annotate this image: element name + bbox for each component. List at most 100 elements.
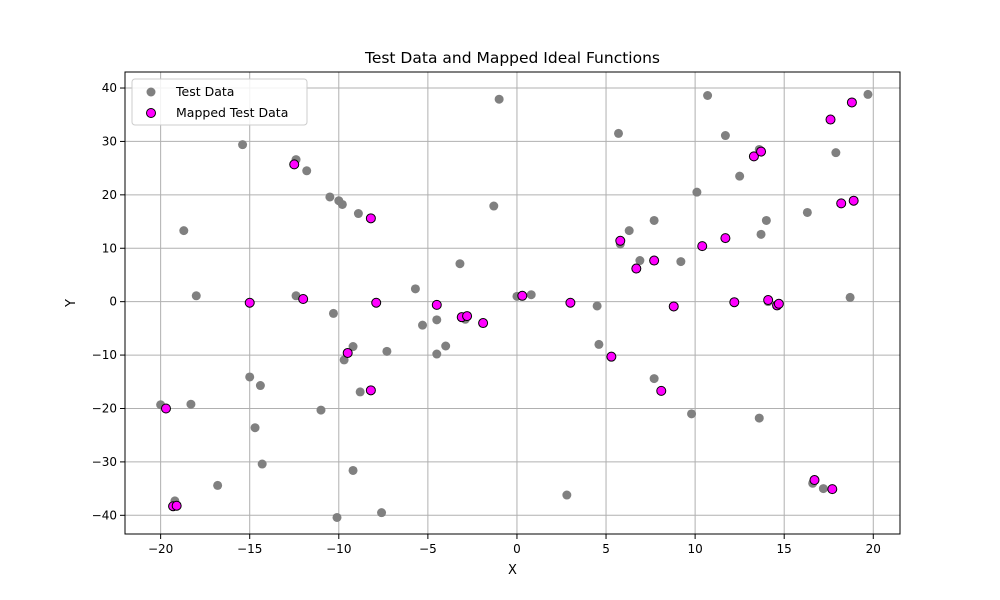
test-data-point (432, 349, 442, 359)
test-data-point (332, 512, 342, 522)
test-data-point (325, 192, 335, 202)
y-tick-label: 0 (109, 295, 117, 309)
test-data-point (489, 201, 499, 211)
x-tick-label: −10 (326, 542, 351, 556)
test-data-point (418, 320, 428, 330)
mapped-test-data-point (365, 385, 376, 396)
test-data-point (624, 226, 634, 236)
mapped-test-data-point (517, 290, 528, 301)
mapped-test-data-point (631, 263, 642, 274)
test-data-point (348, 465, 358, 475)
test-data-point (455, 259, 465, 269)
legend-marker-test-data (146, 87, 156, 97)
y-tick-label: 30 (102, 134, 117, 148)
test-data-point (526, 290, 536, 300)
x-tick-label: 5 (602, 542, 610, 556)
test-data-point (756, 229, 766, 239)
y-tick-label: −10 (92, 348, 117, 362)
mapped-test-data-point (846, 97, 857, 108)
test-data-point (635, 256, 645, 266)
test-data-point (863, 89, 873, 99)
y-tick-label: −20 (92, 401, 117, 415)
y-axis-label: Y (64, 299, 79, 308)
mapped-test-data-point (756, 146, 767, 157)
mapped-test-data-point (697, 241, 708, 252)
test-data-point (191, 291, 201, 301)
test-data-point (735, 171, 745, 181)
x-tick-label: 15 (777, 542, 792, 556)
mapped-test-data-point (649, 255, 660, 266)
mapped-test-data-point (615, 235, 626, 246)
legend-marker-mapped-test-data (146, 108, 156, 118)
mapped-test-data-point (748, 151, 759, 162)
test-data-point (257, 459, 267, 469)
test-data-point (186, 399, 196, 409)
legend-box (131, 78, 308, 126)
mapped-test-data-point (462, 311, 473, 322)
mapped-test-data-point (289, 159, 300, 170)
y-axis-ticks: −40 −30 −20 −10 0 10 20 30 40 (92, 81, 125, 522)
x-axis-label: X (508, 563, 517, 578)
chart-title: Test Data and Mapped Ideal Functions (364, 49, 660, 67)
test-data-point (703, 91, 713, 101)
test-data-point (213, 480, 223, 490)
mapped-test-data-point (836, 198, 847, 209)
x-tick-label: 20 (866, 542, 881, 556)
test-data-point (592, 301, 602, 311)
test-data-point (676, 257, 686, 267)
mapped-test-data-point (565, 297, 576, 308)
x-tick-label: −15 (237, 542, 262, 556)
x-tick-label: 0 (513, 542, 521, 556)
test-data-point (562, 490, 572, 500)
test-data-point (818, 484, 828, 494)
y-tick-label: 20 (102, 188, 117, 202)
test-data-point (245, 372, 255, 382)
mapped-test-data-point (809, 475, 820, 486)
test-data-point (720, 131, 730, 141)
series-mapped-test-data (160, 97, 859, 512)
test-data-point (494, 94, 504, 104)
plot-frame (124, 71, 901, 535)
x-tick-label: −20 (148, 542, 173, 556)
mapped-test-data-point (848, 195, 859, 206)
test-data-point (353, 209, 363, 219)
test-data-point (337, 199, 347, 209)
x-axis-ticks: −20 −15 −10 −5 0 5 10 15 20 (148, 534, 881, 556)
mapped-test-data-point (371, 297, 382, 308)
test-data-point (410, 284, 420, 294)
test-data-point (179, 226, 189, 236)
x-tick-label: −5 (419, 542, 437, 556)
test-data-point (649, 374, 659, 384)
mapped-test-data-point (160, 403, 171, 414)
y-tick-label: −30 (92, 455, 117, 469)
test-data-point (302, 166, 312, 176)
mapped-test-data-point (365, 213, 376, 224)
test-data-point (255, 381, 265, 391)
test-data-point (441, 341, 451, 351)
test-data-point (761, 215, 771, 225)
y-tick-label: −40 (92, 508, 117, 522)
test-data-point (845, 292, 855, 302)
mapped-test-data-point (763, 295, 774, 306)
plot-points (156, 89, 873, 522)
legend-label-test-data: Test Data (175, 84, 234, 99)
test-data-point (754, 413, 764, 423)
x-tick-label: 10 (687, 542, 702, 556)
test-data-point (649, 215, 659, 225)
mapped-test-data-point (431, 299, 442, 310)
mapped-test-data-point (668, 301, 679, 312)
mapped-test-data-point (825, 114, 836, 125)
test-data-point (692, 187, 702, 197)
mapped-test-data-point (171, 500, 182, 511)
mapped-test-data-point (244, 297, 255, 308)
test-data-point (348, 342, 358, 352)
test-data-point (382, 346, 392, 356)
test-data-point (377, 508, 387, 518)
mapped-test-data-point (298, 293, 309, 304)
test-data-point (614, 128, 624, 138)
mapped-test-data-point (773, 298, 784, 309)
mapped-test-data-point (720, 233, 731, 244)
mapped-test-data-point (342, 347, 353, 358)
test-data-point (594, 339, 604, 349)
